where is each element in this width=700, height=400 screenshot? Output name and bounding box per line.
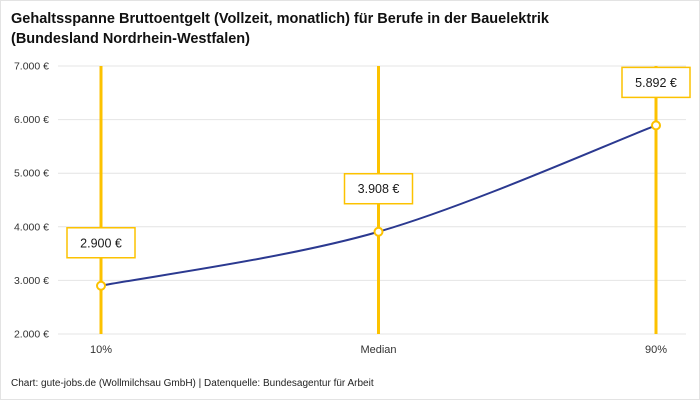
value-label-box (66, 227, 136, 259)
value-label-box (343, 172, 414, 205)
value-label: 3.908 € (358, 182, 400, 196)
x-tick-label: 10% (90, 344, 112, 356)
data-point-10% (96, 280, 106, 291)
y-tick-label: 5.000 € (14, 168, 49, 180)
y-tick-label: 4.000 € (14, 221, 49, 233)
chart-title-line2: (Bundesland Nordrhein-Westfalen) (11, 30, 250, 47)
data-point-90% (651, 120, 661, 131)
y-axis-labels: 2.000 € 3.000 € 4.000 € 5.000 € 6.000 € 7.000… (14, 61, 49, 341)
x-tick-label: Median (360, 344, 396, 356)
y-tick-label: 6.000 € (14, 114, 49, 126)
value-label: 2.900 € (80, 236, 122, 250)
chart-title: Gehaltsspanne Bruttoentgelt (Vollzeit, m… (1, 1, 699, 49)
chart-title-line1: Gehaltsspanne Bruttoentgelt (Vollzeit, m… (11, 11, 549, 27)
gridlines (58, 65, 686, 335)
data-point-median (373, 226, 384, 237)
y-tick-label: 3.000 € (14, 275, 49, 287)
salary-range-line-chart: 2.000 € 3.000 € 4.000 € 5.000 € 6.000 € 7.000… (14, 61, 691, 356)
y-tick-label: 2.000 € (14, 329, 49, 341)
chart-source-note: Chart: gute-jobs.de (Wollmilchsau GmbH) … (11, 378, 374, 389)
y-tick-label: 7.000 € (14, 61, 49, 73)
x-tick-label: 90% (645, 344, 667, 356)
value-label-box (621, 66, 691, 99)
value-label: 5.892 € (635, 76, 677, 90)
